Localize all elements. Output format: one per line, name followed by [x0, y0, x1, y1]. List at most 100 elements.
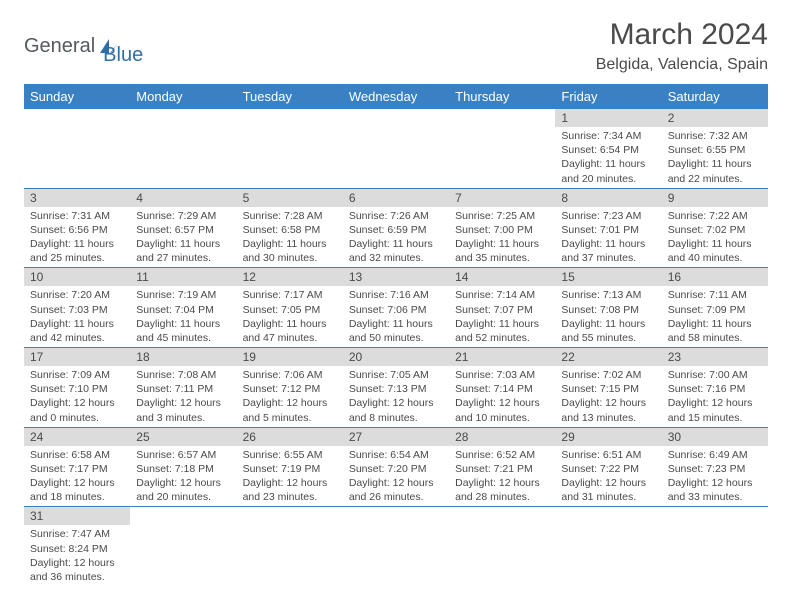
day-detail-line: Sunrise: 7:19 AM [136, 288, 230, 302]
calendar-cell [130, 507, 236, 586]
day-detail-line: and 45 minutes. [136, 331, 230, 345]
day-detail-line: and 30 minutes. [243, 251, 337, 265]
calendar-cell: 15Sunrise: 7:13 AMSunset: 7:08 PMDayligh… [555, 268, 661, 348]
day-number: 13 [343, 268, 449, 286]
day-detail-line: and 52 minutes. [455, 331, 549, 345]
day-detail-line: Sunrise: 6:55 AM [243, 448, 337, 462]
day-detail-line: Sunrise: 7:03 AM [455, 368, 549, 382]
day-details: Sunrise: 6:57 AMSunset: 7:18 PMDaylight:… [130, 446, 236, 507]
day-detail-line: Sunrise: 7:09 AM [30, 368, 124, 382]
day-detail-line: Daylight: 11 hours [243, 237, 337, 251]
day-detail-line: and 47 minutes. [243, 331, 337, 345]
day-detail-line: Sunset: 7:17 PM [30, 462, 124, 476]
day-number: 29 [555, 428, 661, 446]
page-title: March 2024 [596, 18, 768, 52]
day-details: Sunrise: 7:26 AMSunset: 6:59 PMDaylight:… [343, 207, 449, 268]
day-detail-line: Sunrise: 7:22 AM [668, 209, 762, 223]
day-details: Sunrise: 7:05 AMSunset: 7:13 PMDaylight:… [343, 366, 449, 427]
day-detail-line: Sunrise: 7:20 AM [30, 288, 124, 302]
day-detail-line: Sunrise: 7:32 AM [668, 129, 762, 143]
header: General Blue March 2024 Belgida, Valenci… [24, 18, 768, 74]
day-detail-line: Sunrise: 7:28 AM [243, 209, 337, 223]
day-number: 11 [130, 268, 236, 286]
day-details: Sunrise: 7:31 AMSunset: 6:56 PMDaylight:… [24, 207, 130, 268]
day-details: Sunrise: 7:14 AMSunset: 7:07 PMDaylight:… [449, 286, 555, 347]
calendar-cell [555, 507, 661, 586]
day-number: 17 [24, 348, 130, 366]
day-detail-line: Sunset: 7:18 PM [136, 462, 230, 476]
calendar-cell: 17Sunrise: 7:09 AMSunset: 7:10 PMDayligh… [24, 348, 130, 428]
day-detail-line: and 13 minutes. [561, 411, 655, 425]
calendar-cell: 21Sunrise: 7:03 AMSunset: 7:14 PMDayligh… [449, 348, 555, 428]
day-details: Sunrise: 7:02 AMSunset: 7:15 PMDaylight:… [555, 366, 661, 427]
calendar-row: 1Sunrise: 7:34 AMSunset: 6:54 PMDaylight… [24, 109, 768, 188]
day-detail-line: and 20 minutes. [561, 172, 655, 186]
calendar-cell: 7Sunrise: 7:25 AMSunset: 7:00 PMDaylight… [449, 188, 555, 268]
day-detail-line: Daylight: 12 hours [136, 396, 230, 410]
day-detail-line: Sunset: 7:04 PM [136, 303, 230, 317]
weekday-header: Friday [555, 84, 661, 109]
day-details: Sunrise: 6:49 AMSunset: 7:23 PMDaylight:… [662, 446, 768, 507]
calendar-cell: 5Sunrise: 7:28 AMSunset: 6:58 PMDaylight… [237, 188, 343, 268]
day-detail-line: Daylight: 11 hours [455, 317, 549, 331]
weekday-header: Tuesday [237, 84, 343, 109]
day-detail-line: Daylight: 11 hours [136, 317, 230, 331]
day-detail-line: Daylight: 12 hours [30, 556, 124, 570]
day-detail-line: Daylight: 12 hours [455, 396, 549, 410]
day-detail-line: Sunrise: 7:14 AM [455, 288, 549, 302]
day-detail-line: and 36 minutes. [30, 570, 124, 584]
day-detail-line: Sunrise: 6:51 AM [561, 448, 655, 462]
day-details: Sunrise: 7:00 AMSunset: 7:16 PMDaylight:… [662, 366, 768, 427]
day-details: Sunrise: 7:22 AMSunset: 7:02 PMDaylight:… [662, 207, 768, 268]
day-detail-line: Sunrise: 7:13 AM [561, 288, 655, 302]
day-details: Sunrise: 6:54 AMSunset: 7:20 PMDaylight:… [343, 446, 449, 507]
day-detail-line: Sunset: 6:58 PM [243, 223, 337, 237]
day-detail-line: Sunrise: 7:08 AM [136, 368, 230, 382]
day-number: 18 [130, 348, 236, 366]
day-detail-line: Sunrise: 7:31 AM [30, 209, 124, 223]
day-number: 16 [662, 268, 768, 286]
day-detail-line: Sunset: 7:20 PM [349, 462, 443, 476]
calendar-cell [343, 109, 449, 188]
day-details: Sunrise: 6:52 AMSunset: 7:21 PMDaylight:… [449, 446, 555, 507]
day-detail-line: Sunset: 7:16 PM [668, 382, 762, 396]
day-detail-line: and 40 minutes. [668, 251, 762, 265]
day-detail-line: and 35 minutes. [455, 251, 549, 265]
day-detail-line: and 5 minutes. [243, 411, 337, 425]
day-detail-line: Sunrise: 6:58 AM [30, 448, 124, 462]
logo: General Blue [24, 18, 143, 67]
calendar-row: 10Sunrise: 7:20 AMSunset: 7:03 PMDayligh… [24, 268, 768, 348]
day-detail-line: Daylight: 11 hours [30, 317, 124, 331]
day-detail-line: and 0 minutes. [30, 411, 124, 425]
day-detail-line: and 25 minutes. [30, 251, 124, 265]
day-number: 28 [449, 428, 555, 446]
calendar-row: 24Sunrise: 6:58 AMSunset: 7:17 PMDayligh… [24, 427, 768, 507]
day-number: 24 [24, 428, 130, 446]
day-detail-line: Daylight: 12 hours [561, 396, 655, 410]
day-details: Sunrise: 7:47 AMSunset: 8:24 PMDaylight:… [24, 525, 130, 586]
calendar-cell: 31Sunrise: 7:47 AMSunset: 8:24 PMDayligh… [24, 507, 130, 586]
day-detail-line: Daylight: 12 hours [349, 476, 443, 490]
calendar-table: SundayMondayTuesdayWednesdayThursdayFrid… [24, 84, 768, 586]
calendar-cell [237, 507, 343, 586]
day-detail-line: Sunrise: 7:47 AM [30, 527, 124, 541]
day-detail-line: Daylight: 11 hours [136, 237, 230, 251]
day-number: 6 [343, 189, 449, 207]
day-detail-line: and 31 minutes. [561, 490, 655, 504]
day-detail-line: Sunset: 7:15 PM [561, 382, 655, 396]
calendar-cell: 14Sunrise: 7:14 AMSunset: 7:07 PMDayligh… [449, 268, 555, 348]
calendar-row: 31Sunrise: 7:47 AMSunset: 8:24 PMDayligh… [24, 507, 768, 586]
day-detail-line: and 15 minutes. [668, 411, 762, 425]
calendar-cell: 24Sunrise: 6:58 AMSunset: 7:17 PMDayligh… [24, 427, 130, 507]
calendar-cell: 11 Sunrise: 7:19 AMSunset: 7:04 PMDayligh… [130, 268, 236, 348]
weekday-header: Saturday [662, 84, 768, 109]
day-detail-line: Daylight: 12 hours [668, 476, 762, 490]
day-details: Sunrise: 6:58 AMSunset: 7:17 PMDaylight:… [24, 446, 130, 507]
calendar-row: 17Sunrise: 7:09 AMSunset: 7:10 PMDayligh… [24, 348, 768, 428]
day-detail-line: Sunrise: 6:52 AM [455, 448, 549, 462]
day-number: 9 [662, 189, 768, 207]
title-block: March 2024 Belgida, Valencia, Spain [596, 18, 768, 74]
day-details: Sunrise: 7:13 AMSunset: 7:08 PMDaylight:… [555, 286, 661, 347]
calendar-cell: 2Sunrise: 7:32 AMSunset: 6:55 PMDaylight… [662, 109, 768, 188]
day-detail-line: Daylight: 12 hours [455, 476, 549, 490]
